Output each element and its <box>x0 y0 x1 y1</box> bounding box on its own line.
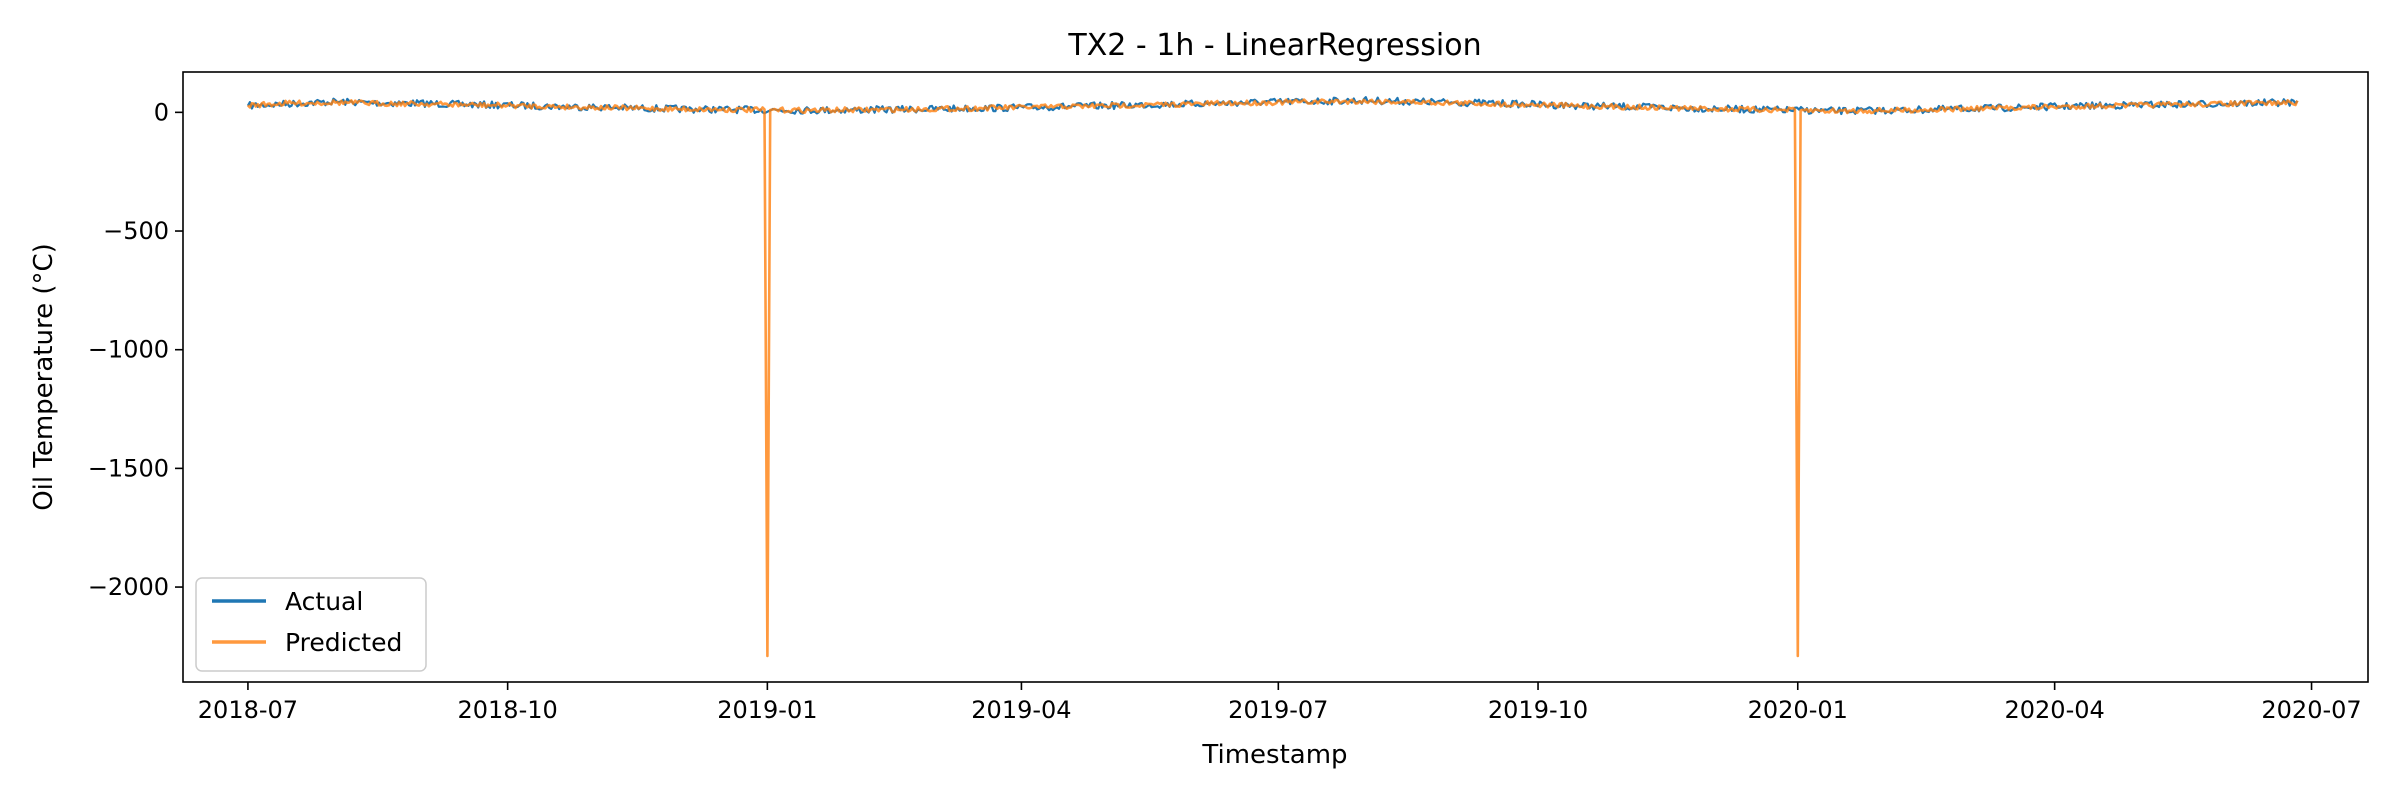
x-axis: 2018-07 2018-10 2019-01 2019-04 2019-07 2019-… <box>198 682 2362 724</box>
y-tick-label: −1000 <box>88 336 169 364</box>
series-line-predicted <box>246 98 2299 658</box>
x-tick-label: 2019-10 <box>1488 696 1588 724</box>
series-layer <box>246 96 2299 658</box>
legend-label-predicted: Predicted <box>285 628 402 657</box>
y-tick-label: −500 <box>103 217 169 245</box>
x-tick-label: 2019-07 <box>1228 696 1328 724</box>
x-tick-label: 2020-01 <box>1748 696 1848 724</box>
y-tick-label: −1500 <box>88 454 169 482</box>
x-tick-label: 2018-10 <box>458 696 558 724</box>
plot-frame <box>182 71 2369 683</box>
x-axis-label: Timestamp <box>1201 740 1347 770</box>
y-tick-label: −2000 <box>88 573 169 601</box>
x-tick-label: 2019-01 <box>717 696 817 724</box>
x-tick-label: 2020-07 <box>2261 696 2361 724</box>
y-axis-label: Oil Temperature (°C) <box>29 243 59 511</box>
y-tick-label: 0 <box>154 98 169 126</box>
x-tick-label: 2019-04 <box>971 696 1071 724</box>
legend-label-actual: Actual <box>285 587 363 616</box>
legend: Actual Predicted <box>195 577 427 672</box>
x-tick-label: 2020-04 <box>2005 696 2105 724</box>
chart-title: TX2 - 1h - LinearRegression <box>1067 28 1481 63</box>
x-tick-label: 2018-07 <box>198 696 298 724</box>
y-axis: 0 −500 −1000 −1500 −2000 <box>88 98 183 601</box>
